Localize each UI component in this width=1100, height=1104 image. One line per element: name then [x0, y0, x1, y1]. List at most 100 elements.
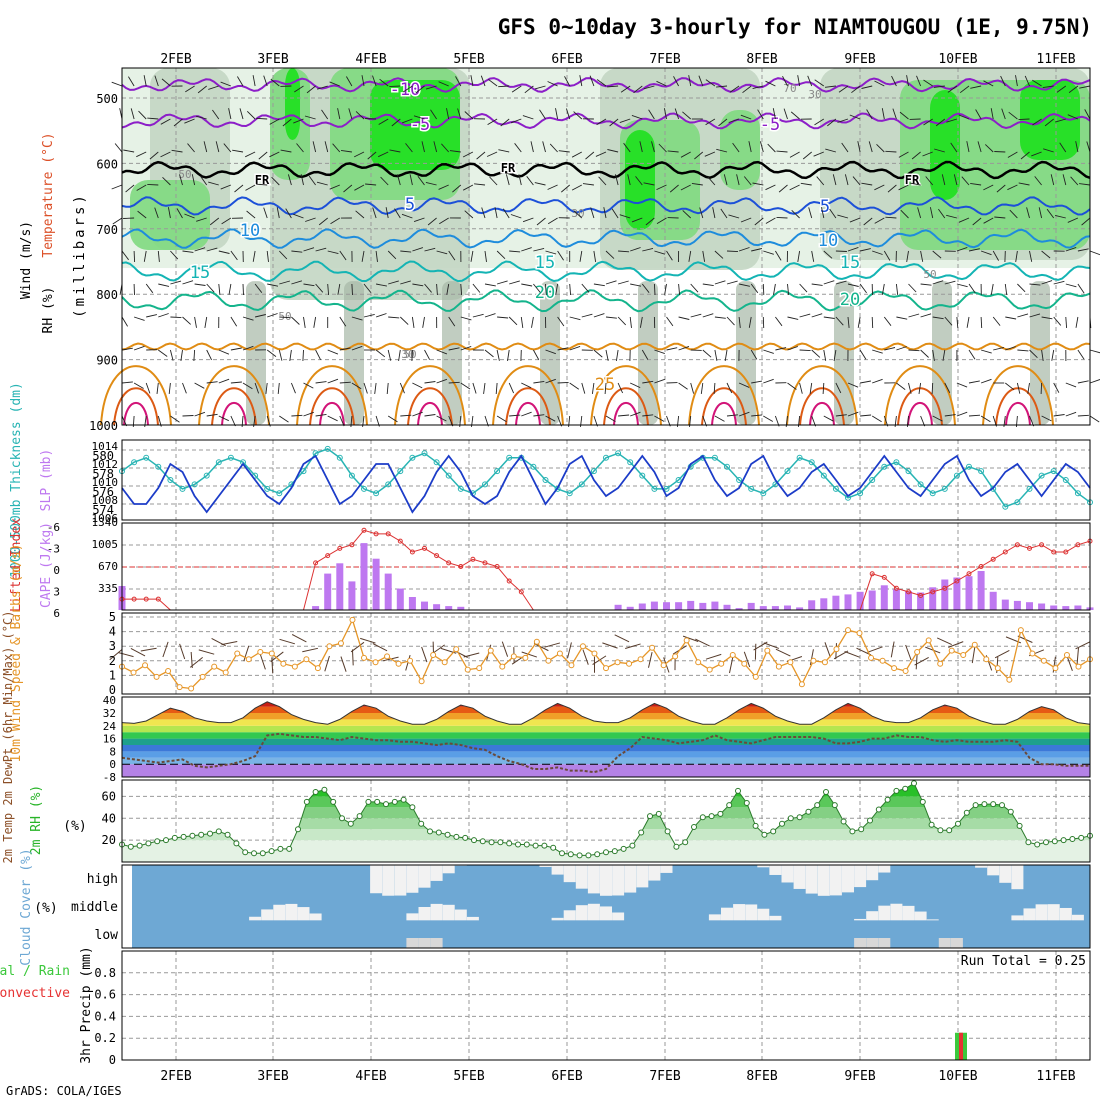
wind-barb	[763, 284, 764, 295]
rh-shading-plume	[932, 281, 952, 425]
date-label-bottom: 11FEB	[1036, 1069, 1075, 1084]
rh-point	[454, 834, 459, 839]
lifted-index-tick-label: 0	[53, 564, 60, 577]
rh-point	[850, 829, 855, 834]
rh-contour-label: 70	[783, 82, 796, 95]
wind-speed-point	[776, 664, 781, 669]
wind-tick-label: 1	[109, 668, 116, 682]
rh-point	[639, 830, 644, 835]
date-label-top: 11FEB	[1036, 52, 1075, 67]
rh-point	[392, 799, 397, 804]
surface-wind-barb	[180, 644, 185, 659]
precip-ylabel-total: Total / Rain	[0, 964, 70, 979]
wind-speed-point	[869, 655, 874, 660]
cloud-clear-middle	[866, 911, 878, 920]
cloud-clear-high	[794, 865, 806, 889]
cape-bar	[312, 606, 319, 610]
cloud-clear-low	[939, 938, 951, 948]
rh-point	[551, 845, 556, 850]
temp-tick-label: 32	[103, 707, 116, 720]
date-label-bottom: 6FEB	[551, 1069, 582, 1084]
wind-speed-point	[684, 638, 689, 643]
rh-contour-label: 50	[403, 348, 416, 361]
wind-speed-point	[557, 651, 562, 656]
wind-speed-point	[984, 657, 989, 662]
cloud-clear-middle	[1036, 904, 1048, 920]
rh-point	[841, 819, 846, 824]
rh-point	[1035, 842, 1040, 847]
precip-run-total: Run Total = 0.25	[961, 954, 1086, 969]
cloud-clear-middle	[878, 906, 890, 921]
rh-point	[753, 823, 758, 828]
rh-point	[172, 835, 177, 840]
rh-point	[665, 829, 670, 834]
cloud-clear-middle	[745, 904, 757, 920]
rh-point	[683, 840, 688, 845]
cape-bar	[675, 602, 682, 610]
temp-band	[122, 739, 1090, 745]
wind-speed-point	[212, 664, 217, 669]
wind-speed-point	[822, 660, 827, 665]
wind-speed-point	[673, 654, 678, 659]
cape-bar	[651, 602, 658, 610]
rh-band	[122, 807, 1090, 818]
surface-wind-barb	[583, 650, 588, 665]
rh-tick-label: 40	[102, 811, 116, 825]
rh-point	[973, 803, 978, 808]
pressure-tick-label: 600	[96, 157, 118, 171]
wind-speed-point	[788, 660, 793, 665]
rh-point	[296, 827, 301, 832]
surface-wind-barb	[464, 653, 480, 657]
rh-shading-plume	[344, 281, 364, 425]
cloud-clear-middle	[310, 913, 322, 920]
cape-bar	[760, 606, 767, 610]
cloud-clear-high	[370, 865, 382, 893]
rh-point	[269, 849, 274, 854]
rh-point	[498, 840, 503, 845]
date-label-top: 9FEB	[844, 52, 875, 67]
wind-speed-point	[396, 661, 401, 666]
temp-band	[122, 726, 1090, 732]
surface-wind-barb	[325, 656, 330, 671]
date-label-bottom: 4FEB	[355, 1069, 386, 1084]
cloud-clear-middle	[419, 907, 431, 920]
wind-barb	[727, 251, 738, 252]
cape-tick-label: 1005	[92, 538, 119, 551]
temp-band	[122, 700, 1090, 706]
lifted-index-tick-label: 6	[53, 607, 60, 620]
precip-tick-label: 0	[109, 1053, 116, 1067]
rh-point	[718, 811, 723, 816]
wind-barb	[777, 217, 788, 218]
surface-wind-barb	[825, 642, 830, 657]
wind-barb	[170, 317, 181, 318]
cloud-clear-middle	[757, 909, 769, 921]
rh-point	[648, 814, 653, 819]
surface-wind-barb	[352, 649, 353, 665]
rh-point	[876, 807, 881, 812]
wind-speed-point	[707, 667, 712, 672]
wind-speed-point	[799, 682, 804, 687]
surface-wind-barb	[502, 642, 507, 657]
precip-ylabel-amount: 3hr Precip (mm)	[79, 946, 94, 1063]
cloud-ylabel: Cloud Cover (%)	[19, 848, 34, 965]
wind-barb	[981, 317, 982, 328]
wind-speed-point	[304, 657, 309, 662]
rh-point	[885, 797, 890, 802]
rh-point	[674, 844, 679, 849]
rh-point	[656, 811, 661, 816]
rh-point	[401, 797, 406, 802]
rh-point	[489, 840, 494, 845]
cape-bar	[324, 574, 331, 610]
rh-band	[122, 829, 1090, 840]
date-label-bottom: 5FEB	[453, 1069, 484, 1084]
cape-bar	[869, 591, 876, 611]
rh-point	[1079, 835, 1084, 840]
wind-speed-point	[765, 648, 770, 653]
temp-tick-label: 24	[103, 720, 117, 733]
surface-wind-barb	[776, 649, 790, 656]
cape-bar	[724, 605, 731, 610]
wind-speed-point	[350, 617, 355, 622]
date-label-top: 3FEB	[257, 52, 288, 67]
surface-wind-barb	[141, 648, 157, 651]
